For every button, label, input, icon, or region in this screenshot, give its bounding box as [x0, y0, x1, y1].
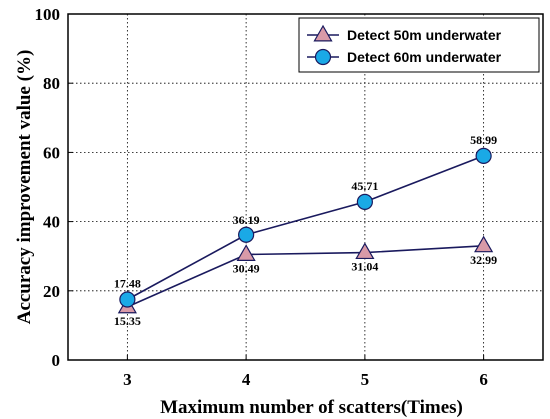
plot-frame: [67, 13, 544, 361]
x-tick-label: 4: [242, 370, 251, 389]
y-tick-label: 60: [43, 143, 60, 162]
series-2: 17.48 36.19 45.71 58.99: [114, 133, 497, 308]
y-axis-label: Accuracy improvement value (%): [14, 50, 35, 325]
data-label: 32.99: [470, 253, 497, 267]
legend-label: Detect 60m underwater: [347, 49, 502, 65]
x-tick-label: 6: [479, 370, 488, 389]
circle-marker: [119, 291, 136, 308]
legend: Detect 50m underwater Detect 60m underwat…: [298, 17, 540, 73]
y-tick-label: 40: [43, 213, 60, 232]
data-label: 17.48: [114, 277, 141, 291]
circle-marker: [475, 147, 492, 164]
data-label: 15.35: [114, 314, 141, 328]
y-tick-label: 80: [43, 74, 60, 93]
legend-box: [298, 17, 540, 73]
tick-labels: 0 20 40 60 80 100 3 4 5 6: [35, 5, 488, 389]
x-tick-label: 5: [361, 370, 370, 389]
triangle-marker: [474, 235, 494, 253]
y-tick-label: 20: [43, 282, 60, 301]
series-line: [127, 245, 484, 308]
data-label: 36.19: [233, 213, 260, 227]
triangle-marker: [236, 244, 256, 261]
y-tick-label: 100: [35, 5, 61, 24]
x-axis-label: Maximum number of scatters(Times): [160, 397, 463, 418]
x-tick-label: 3: [123, 370, 132, 389]
data-label: 45.71: [351, 179, 378, 193]
triangle-marker: [355, 242, 375, 260]
y-tick-label: 0: [52, 351, 61, 370]
circle-marker: [356, 193, 373, 210]
data-label: 31.04: [351, 260, 378, 274]
circle-marker: [314, 48, 332, 66]
triangle-marker: [313, 24, 333, 42]
data-label: 58.99: [470, 133, 497, 147]
data-label: 30.49: [233, 262, 260, 276]
series-1: 15.35 30.49 31.04 32.99: [114, 235, 497, 328]
circle-marker: [238, 226, 255, 243]
series-layer: 15.35 30.49 31.04 32.99 17.48 36.19 45.71 58.99: [114, 133, 497, 328]
legend-label: Detect 50m underwater: [347, 27, 502, 43]
series-line: [126, 155, 484, 301]
